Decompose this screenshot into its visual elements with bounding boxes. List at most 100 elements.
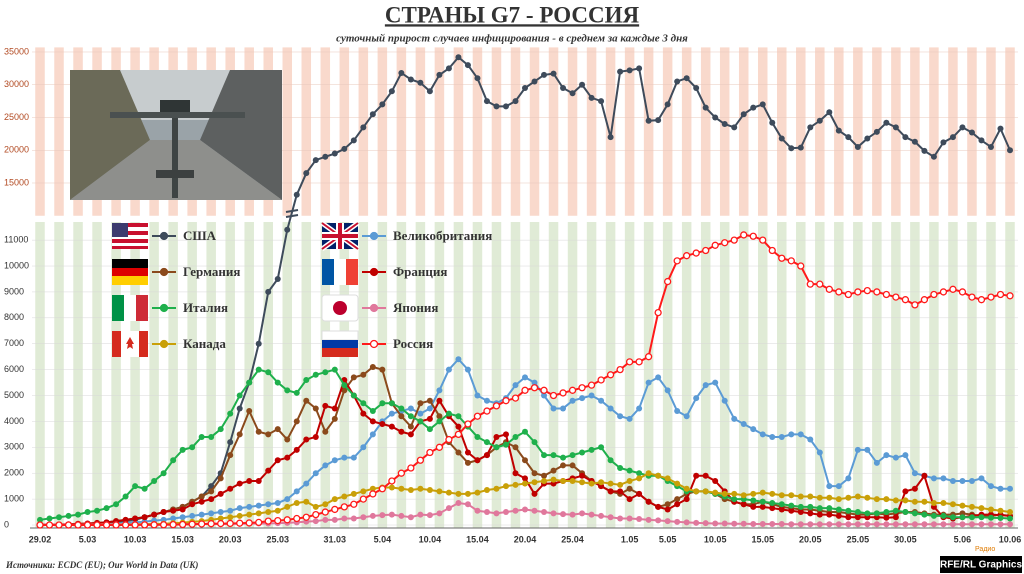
stripe	[853, 222, 863, 528]
data-point	[626, 467, 633, 474]
data-point	[598, 397, 605, 404]
data-point	[797, 509, 804, 516]
data-point	[521, 386, 529, 394]
stripe	[891, 47, 901, 216]
data-point	[987, 506, 994, 513]
data-point	[350, 392, 357, 399]
data-point	[683, 496, 690, 503]
stripe	[910, 47, 920, 216]
data-point	[512, 444, 519, 451]
data-point	[417, 410, 424, 417]
data-point	[512, 382, 519, 389]
data-point	[568, 386, 577, 394]
data-point	[226, 519, 234, 528]
y-tick-label: 7000	[4, 338, 24, 348]
data-point	[607, 134, 614, 141]
data-point	[407, 487, 414, 494]
data-point	[778, 254, 786, 262]
data-point	[655, 503, 662, 510]
x-tick-label: 5.04	[374, 534, 392, 544]
data-point	[388, 88, 395, 95]
data-point	[436, 71, 443, 78]
stripe	[929, 47, 939, 216]
data-point	[845, 134, 852, 141]
stripe	[510, 222, 521, 528]
stripe	[719, 47, 730, 216]
data-point	[778, 135, 785, 142]
stripe	[624, 222, 635, 528]
stripe	[777, 47, 787, 216]
axis-break	[285, 209, 299, 218]
x-tick-label: 31.03	[324, 534, 347, 544]
stripe	[815, 47, 825, 216]
data-point	[968, 503, 975, 510]
stripe	[54, 222, 64, 528]
legend: США Великобритания Германия Франция Италия Яп…	[152, 228, 492, 351]
source-note: Источники: ECDC (EU); Our World in Data …	[5, 560, 198, 570]
data-point	[626, 67, 633, 74]
data-point	[350, 515, 357, 522]
data-point	[825, 285, 833, 293]
data-point	[921, 472, 928, 479]
data-point	[407, 423, 414, 430]
data-point	[959, 124, 966, 131]
data-point	[236, 431, 243, 438]
chart-subtitle: суточный прирост случаев инфицирования -…	[336, 33, 688, 45]
data-point	[208, 510, 215, 517]
data-point	[712, 379, 719, 386]
data-point	[45, 521, 54, 529]
data-point	[750, 426, 757, 433]
stripe	[815, 222, 825, 528]
stripe	[529, 222, 540, 528]
stripe	[738, 222, 749, 528]
data-point	[312, 510, 320, 519]
data-point	[702, 488, 709, 495]
data-point	[341, 145, 348, 152]
data-point	[712, 114, 719, 121]
data-point	[398, 413, 405, 420]
data-point	[170, 515, 177, 522]
data-point	[265, 509, 272, 516]
data-point	[626, 496, 633, 503]
grid: 0 1000 2000 3000 4000 5000 6000 7000 8000 9000 100…	[4, 46, 1021, 544]
data-point	[522, 85, 528, 92]
data-point	[579, 449, 586, 456]
data-point	[264, 517, 272, 525]
data-point	[930, 475, 937, 482]
data-point	[350, 490, 357, 497]
data-point	[920, 296, 929, 304]
data-point	[626, 415, 633, 422]
data-point	[189, 444, 196, 451]
data-point	[883, 521, 890, 528]
x-tick-label: 25.03	[266, 534, 289, 544]
data-point	[303, 170, 310, 177]
stripe	[225, 222, 235, 528]
data-point	[531, 479, 538, 486]
data-point	[75, 511, 82, 518]
data-point	[322, 153, 329, 160]
data-point	[132, 483, 139, 490]
data-point	[588, 480, 595, 487]
data-point	[797, 144, 804, 151]
data-point	[987, 514, 994, 521]
data-point	[550, 467, 557, 474]
data-point	[854, 143, 861, 150]
x-tick-label: 10.03	[124, 534, 147, 544]
data-point	[873, 521, 880, 528]
stripe	[948, 222, 958, 528]
data-point	[844, 290, 852, 299]
data-point	[559, 389, 567, 397]
data-point	[978, 521, 985, 528]
legend-marker	[159, 231, 169, 241]
data-point	[560, 462, 567, 469]
data-point	[873, 459, 880, 466]
data-point	[531, 470, 538, 477]
data-point	[388, 400, 395, 407]
x-tick-label: 5.06	[954, 534, 972, 544]
data-point	[569, 397, 576, 404]
stripe	[586, 222, 597, 528]
data-point	[930, 521, 937, 528]
stripe	[415, 222, 426, 528]
data-point	[569, 452, 576, 459]
stripe	[472, 47, 483, 216]
